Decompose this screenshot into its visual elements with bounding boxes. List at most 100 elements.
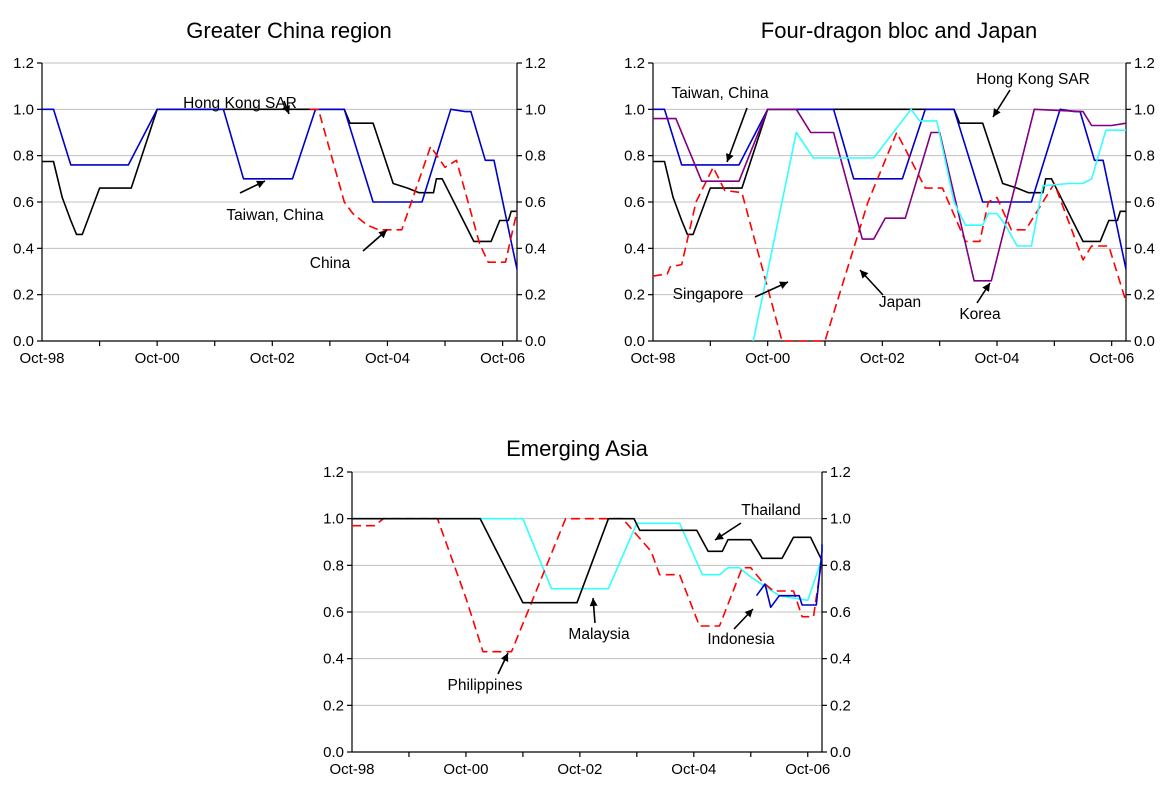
annotation-arrowhead [589, 598, 598, 607]
y-tick-label-left: 0.8 [624, 148, 645, 165]
chart-title: Greater China region [186, 18, 391, 43]
y-tick-label-left: 0.6 [13, 194, 34, 211]
annotation-arrowhead [715, 532, 724, 540]
annotation-malaysia: Malaysia [568, 626, 630, 643]
x-tick-label: Oct-04 [974, 350, 1019, 367]
x-tick-label: Oct-02 [557, 761, 602, 778]
chart-2: Four-dragon bloc and Japan 0.0 0.0 0.2 0.2 0.… [624, 18, 1155, 367]
y-tick-label-right: 0.4 [525, 240, 546, 257]
y-tick-label-left: 0.6 [323, 604, 344, 621]
y-tick-label-right: 0.4 [1134, 240, 1155, 257]
y-tick-label-right: 0.0 [830, 744, 851, 761]
annotation-hong-kong-sar: Hong Kong SAR [976, 71, 1090, 88]
x-tick-label: Oct-00 [135, 350, 180, 367]
y-tick-label-right: 0.8 [830, 557, 851, 574]
x-tick-label: Oct-02 [250, 350, 295, 367]
annotation-arrowhead [982, 283, 990, 292]
y-tick-label-left: 0.2 [13, 287, 34, 304]
x-tick-label: Oct-98 [630, 350, 675, 367]
x-tick-label: Oct-02 [860, 350, 905, 367]
series-line-taiwan-china [42, 108, 518, 270]
y-tick-label-right: 1.2 [525, 55, 546, 72]
chart-title: Emerging Asia [506, 436, 649, 461]
chart-title: Four-dragon bloc and Japan [761, 18, 1037, 43]
series-line-singapore [752, 108, 1126, 342]
annotation-arrow [726, 107, 748, 163]
annotation-arrowhead [726, 153, 734, 162]
series-line-philippines [352, 517, 823, 653]
annotation-japan: Japan [879, 294, 921, 311]
chart-1: Greater China region 0.0 0.0 0.2 0.2 0.4 0.4 0.… [13, 18, 546, 367]
y-tick-label-left: 0.2 [323, 697, 344, 714]
y-tick-label-right: 1.2 [1134, 55, 1155, 72]
y-tick-label-right: 0.0 [1134, 333, 1155, 350]
y-tick-label-right: 0.2 [525, 287, 546, 304]
y-tick-label-right: 1.2 [830, 464, 851, 481]
x-tick-label: Oct-04 [671, 761, 716, 778]
y-tick-label-right: 0.2 [1134, 287, 1155, 304]
y-tick-label-right: 0.6 [1134, 194, 1155, 211]
series-line-indonesia [755, 544, 823, 609]
y-tick-label-left: 0.0 [624, 333, 645, 350]
series-line-thailand [352, 517, 823, 604]
annotation-china: China [310, 255, 351, 272]
series-line-taiwan-china [653, 108, 1127, 270]
annotation-thailand: Thailand [741, 502, 800, 519]
y-tick-label-right: 0.8 [1134, 148, 1155, 165]
y-tick-label-right: 1.0 [1134, 101, 1155, 118]
annotation-arrowhead [256, 180, 265, 189]
annotation-arrowhead [860, 270, 869, 279]
x-tick-label: Oct-00 [745, 350, 790, 367]
annotation-arrowhead [779, 281, 788, 289]
y-tick-label-right: 0.6 [525, 194, 546, 211]
annotation-korea: Korea [959, 306, 1001, 323]
annotation-singapore: Singapore [673, 286, 744, 303]
x-tick-label: Oct-06 [480, 350, 525, 367]
y-tick-label-right: 1.0 [830, 511, 851, 528]
y-tick-label-right: 0.4 [830, 651, 851, 668]
x-tick-label: Oct-04 [365, 350, 410, 367]
y-tick-label-left: 1.2 [323, 464, 344, 481]
y-tick-label-right: 0.2 [830, 697, 851, 714]
y-tick-label-right: 0.6 [830, 604, 851, 621]
annotation-philippines: Philippines [448, 677, 523, 694]
x-tick-label: Oct-06 [785, 761, 830, 778]
x-tick-label: Oct-98 [19, 350, 64, 367]
y-tick-label-left: 0.0 [323, 744, 344, 761]
annotation-taiwan-china: Taiwan, China [226, 207, 324, 224]
series-line-china [309, 108, 518, 264]
y-tick-label-left: 1.0 [323, 511, 344, 528]
annotation-arrowhead [500, 653, 509, 662]
series-line-malaysia [352, 517, 823, 602]
annotation-indonesia: Indonesia [707, 631, 775, 648]
y-tick-label-left: 0.0 [13, 333, 34, 350]
y-tick-label-left: 0.8 [323, 557, 344, 574]
x-tick-label: Oct-06 [1089, 350, 1134, 367]
y-tick-label-right: 0.8 [525, 148, 546, 165]
y-tick-label-left: 0.4 [624, 240, 645, 257]
annotation-arrowhead [993, 108, 1001, 117]
y-tick-label-right: 1.0 [525, 101, 546, 118]
y-tick-label-left: 0.2 [624, 287, 645, 304]
y-tick-label-left: 0.4 [323, 651, 344, 668]
series-line-japan [652, 131, 1127, 342]
y-tick-label-left: 1.0 [13, 101, 34, 118]
y-tick-label-left: 0.4 [13, 240, 34, 257]
annotation-arrowhead [378, 230, 387, 239]
x-tick-label: Oct-00 [443, 761, 488, 778]
y-tick-label-left: 1.2 [624, 55, 645, 72]
y-tick-label-left: 1.0 [624, 101, 645, 118]
chart-3: Emerging Asia 0.0 0.0 0.2 0.2 0.4 0.4 0.6 0.6 0.8… [323, 436, 851, 778]
y-tick-label-left: 0.6 [624, 194, 645, 211]
series-line-korea [653, 108, 1127, 282]
series-line-hong-kong-sar [653, 108, 1126, 243]
series-line-hong-kong-sar [42, 108, 517, 243]
annotation-taiwan-china: Taiwan, China [671, 85, 769, 102]
y-tick-label-left: 0.8 [13, 148, 34, 165]
x-tick-label: Oct-98 [329, 761, 374, 778]
y-tick-label-right: 0.0 [525, 333, 546, 350]
y-tick-label-left: 1.2 [13, 55, 34, 72]
annotation-hong-kong-sar: Hong Kong SAR [183, 95, 297, 112]
annotation-arrowhead [282, 105, 290, 114]
